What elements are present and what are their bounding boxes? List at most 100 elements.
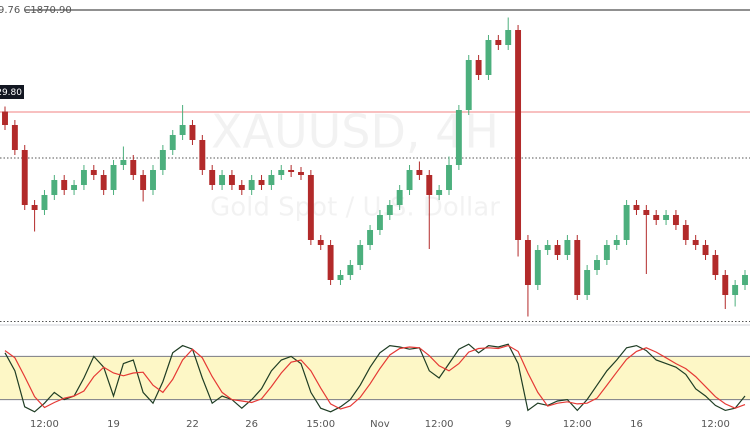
candle-body xyxy=(376,215,383,230)
candle-body xyxy=(238,185,245,190)
stochastic-panel xyxy=(0,343,750,413)
candle-body xyxy=(2,111,8,125)
candle-body xyxy=(199,140,206,170)
candle-body xyxy=(475,60,482,75)
x-tick-label: 9 xyxy=(505,419,511,430)
candle-body xyxy=(564,240,571,255)
x-tick-label: 19 xyxy=(107,419,120,430)
candle-body xyxy=(11,125,18,150)
candle-body xyxy=(41,195,48,210)
candle-body xyxy=(406,170,413,190)
candle-body xyxy=(258,180,265,185)
price-label-box xyxy=(0,85,24,99)
candle-body xyxy=(653,215,660,220)
candle-body xyxy=(189,125,196,140)
candle-body xyxy=(584,270,591,295)
candle-body xyxy=(732,285,739,295)
candle-body xyxy=(524,240,531,285)
candle-body xyxy=(534,250,541,285)
candle-body xyxy=(120,160,127,165)
candle-body xyxy=(268,175,275,185)
candle-body xyxy=(663,215,670,220)
candle-body xyxy=(446,165,452,190)
candle-body xyxy=(594,260,600,270)
x-tick-label: 12:00 xyxy=(701,419,730,430)
candle-body xyxy=(219,175,226,185)
candle-body xyxy=(386,205,393,215)
candle-body xyxy=(317,240,324,245)
x-tick-label: 16 xyxy=(630,419,643,430)
candle-body xyxy=(21,150,28,205)
candle-body xyxy=(712,255,719,275)
candle-body xyxy=(623,205,630,240)
candle-body xyxy=(633,205,640,210)
candle-body xyxy=(51,180,58,195)
candle-body xyxy=(288,170,295,172)
x-tick-label: 26 xyxy=(245,419,258,430)
candle-body xyxy=(455,110,462,165)
candle-body xyxy=(495,40,502,45)
x-axis: 12:00 19 22 26 15:00 Nov 12:00 9 12:00 16 12:00 xyxy=(30,419,730,430)
candle-body xyxy=(140,175,147,190)
candle-body xyxy=(682,225,689,240)
x-tick-label: Nov xyxy=(370,419,390,430)
candle-body xyxy=(278,170,285,175)
ohlc-legend: 9.76 C1870.90 xyxy=(0,5,72,16)
candle-body xyxy=(159,150,166,170)
candle-body xyxy=(169,135,176,150)
candle-body xyxy=(327,245,334,280)
candle-body xyxy=(643,210,650,215)
candle-body xyxy=(544,245,551,250)
candle-body xyxy=(179,125,186,135)
candle-body xyxy=(337,275,344,280)
stochastic-line xyxy=(4,344,746,410)
candle-body xyxy=(110,165,117,190)
x-tick-label: 12:00 xyxy=(30,419,59,430)
candle-body xyxy=(672,215,679,225)
candle-body xyxy=(248,180,255,190)
candle-body xyxy=(465,60,472,110)
candle-body xyxy=(426,175,433,195)
candle-body xyxy=(554,245,561,255)
candle-body xyxy=(90,170,97,175)
candle-body xyxy=(71,185,78,190)
main-panel xyxy=(0,17,750,322)
candle-body xyxy=(307,175,314,240)
candle-body xyxy=(298,172,304,175)
candle-body xyxy=(209,170,216,185)
candle-body xyxy=(100,175,107,190)
candle-body xyxy=(436,190,443,195)
candle-body xyxy=(150,170,156,190)
candle-body xyxy=(416,170,423,175)
watermark-symbol: XAUUSD, 4H xyxy=(211,105,499,159)
candle-body xyxy=(613,240,620,245)
candle-body xyxy=(505,30,512,45)
candle-body xyxy=(485,40,492,75)
candle-body xyxy=(603,245,610,260)
candle-body xyxy=(742,275,748,285)
candle-body xyxy=(515,30,522,240)
candle-body xyxy=(347,265,354,275)
candle-body xyxy=(702,245,709,255)
watermark-group: XAUUSD, 4H Gold Spot / U.S. Dollar xyxy=(210,105,500,223)
stochastic-line xyxy=(4,343,746,413)
candle-body xyxy=(80,170,87,185)
candle-body xyxy=(722,275,729,295)
candle-body xyxy=(357,245,364,265)
x-tick-label: 12:00 xyxy=(425,419,454,430)
price-label: 29.80 xyxy=(0,88,22,98)
x-tick-label: 22 xyxy=(186,419,199,430)
x-tick-label: 12:00 xyxy=(563,419,592,430)
candle-body xyxy=(130,160,137,175)
candle-body xyxy=(31,205,38,210)
watermark-description: Gold Spot / U.S. Dollar xyxy=(210,193,500,223)
candle-body xyxy=(228,175,235,185)
candle-body xyxy=(396,190,403,205)
x-tick-label: 15:00 xyxy=(306,419,335,430)
candle-body xyxy=(367,230,374,245)
candle-body xyxy=(692,240,699,245)
candle-body xyxy=(574,240,581,295)
candle-body xyxy=(61,180,68,190)
